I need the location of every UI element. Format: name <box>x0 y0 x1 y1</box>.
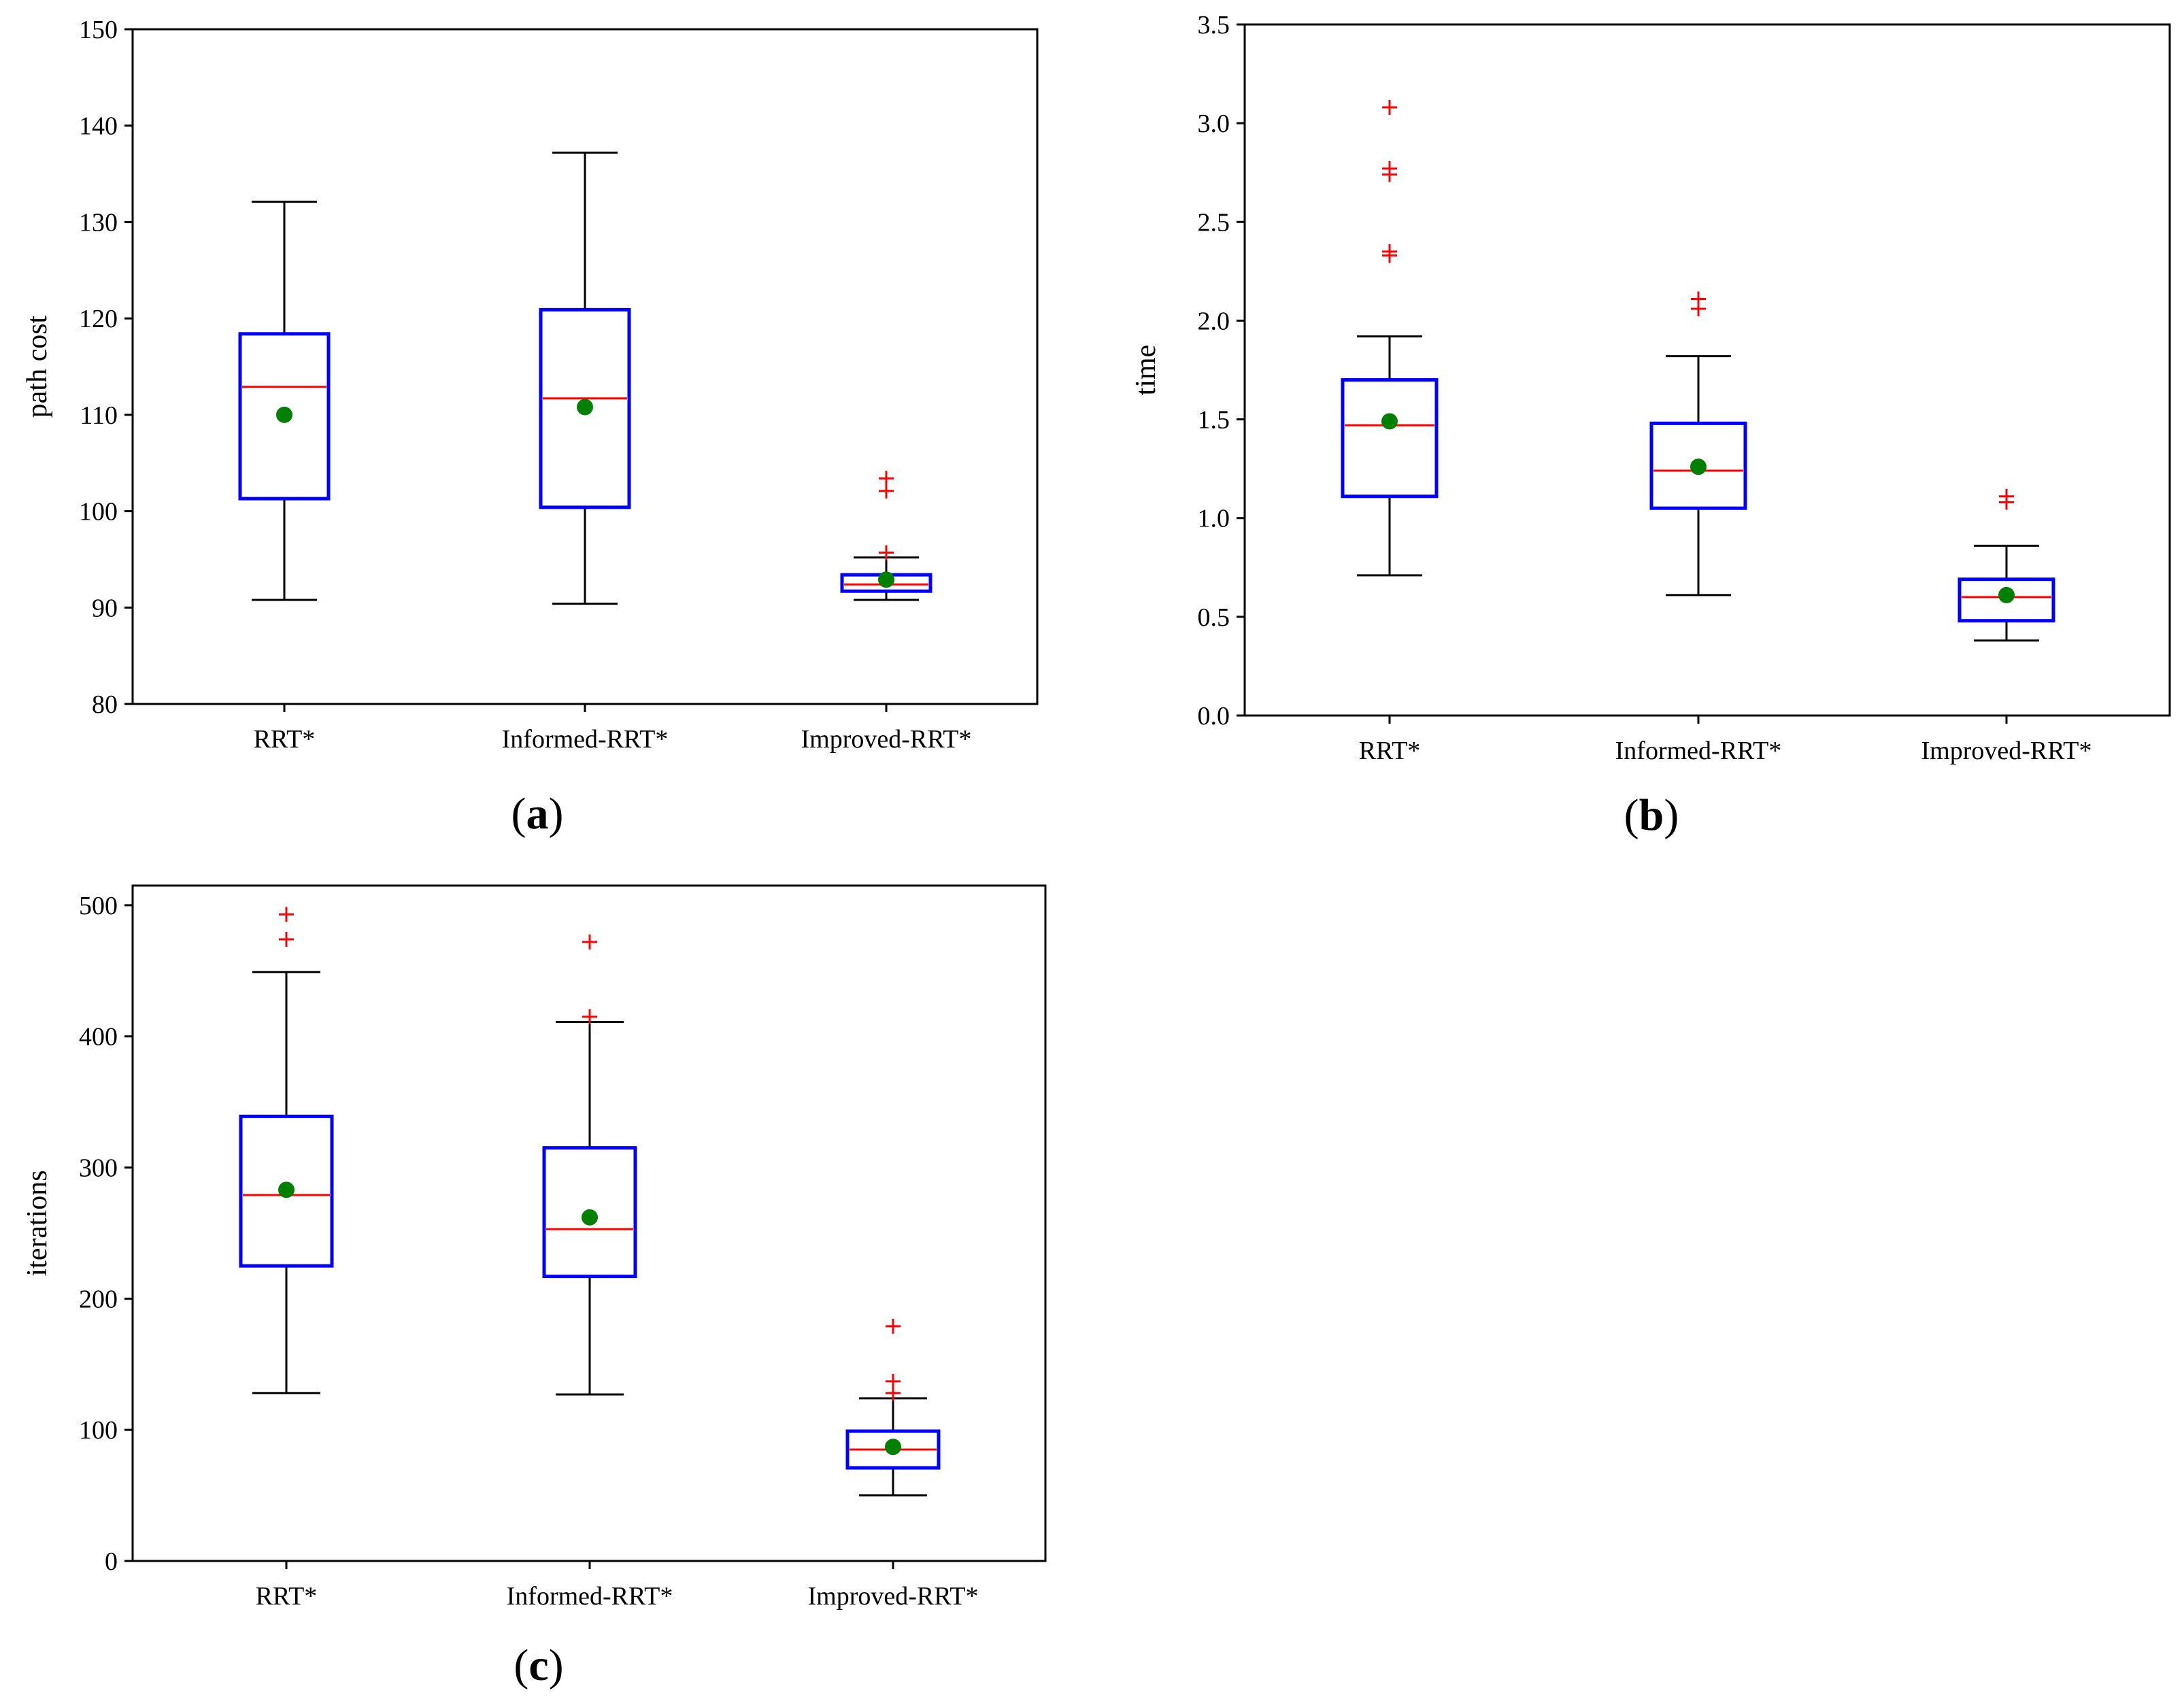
y-tick-label: 0.0 <box>1198 702 1230 730</box>
outlier-marker <box>1382 243 1397 259</box>
y-tick-label: 500 <box>79 892 118 920</box>
mean-marker <box>276 406 292 423</box>
x-tick-label: Informed-RRT* <box>507 1582 673 1611</box>
x-tick-label: RRT* <box>256 1582 318 1611</box>
y-tick-label: 130 <box>79 208 118 237</box>
y-tick-label: 0 <box>105 1547 118 1576</box>
x-tick-label: RRT* <box>1359 737 1421 765</box>
outlier-marker <box>1999 488 2014 504</box>
y-tick-label: 400 <box>79 1023 118 1052</box>
y-tick-label: 3.5 <box>1198 11 1230 39</box>
box-improved-rrt <box>840 471 933 601</box>
mean-marker <box>278 1181 295 1198</box>
outlier-marker <box>1382 99 1397 115</box>
panel-label: (a) <box>511 789 564 839</box>
y-tick-label: 110 <box>80 401 118 430</box>
y-axis-label: time <box>1130 345 1162 396</box>
y-tick-label: 120 <box>79 305 118 333</box>
plot-frame <box>1243 23 2171 717</box>
mean-marker <box>878 571 894 588</box>
x-tick-label: Improved-RRT* <box>807 1582 978 1611</box>
outlier-marker <box>886 1373 901 1389</box>
box-informed-rrt <box>539 151 631 605</box>
box-informed-rrt <box>1649 291 1747 597</box>
outlier-marker <box>1691 291 1706 307</box>
x-tick-label: Improved-RRT* <box>801 725 971 754</box>
y-tick-label: 140 <box>79 112 118 141</box>
iqr-box <box>238 332 331 501</box>
outlier-marker <box>1382 161 1397 176</box>
iqr-box <box>539 307 631 509</box>
mean-marker <box>582 1209 598 1226</box>
y-tick-label: 2.0 <box>1198 307 1230 335</box>
outlier-marker <box>879 545 894 560</box>
panel-label: (b) <box>1624 790 1679 840</box>
box-rrt <box>238 201 331 601</box>
iqr-box <box>1958 577 2055 623</box>
y-tick-label: 2.5 <box>1198 208 1230 237</box>
panel-a: 80 90 100 110 120 130 140 150 RRT* Informed-RRT* I… <box>22 16 1039 754</box>
y-tick-label: 3.0 <box>1198 110 1230 138</box>
iqr-box <box>1341 378 1439 499</box>
box-improved-rrt <box>1958 488 2055 642</box>
outlier-marker <box>279 907 294 922</box>
x-tick-label: RRT* <box>254 725 316 754</box>
box-improved-rrt <box>845 1318 941 1497</box>
y-tick-label: 0.5 <box>1198 603 1230 632</box>
x-tick-label: Improved-RRT* <box>1921 737 2091 765</box>
y-axis-label: iterations <box>22 1170 53 1276</box>
y-tick-label: 200 <box>79 1285 118 1313</box>
panel-b: 0.0 0.5 1.0 1.5 2.0 2.5 3.0 3.5 RRT* Informed-RRT… <box>1130 11 2171 765</box>
iqr-box <box>1649 421 1747 510</box>
x-tick-label: Informed-RRT* <box>1615 737 1782 765</box>
outlier-marker <box>879 483 894 499</box>
y-tick-label: 1.5 <box>1198 406 1230 435</box>
iqr-box <box>845 1429 941 1470</box>
y-tick-label: 300 <box>79 1154 118 1183</box>
iqr-box <box>542 1146 637 1279</box>
box-rrt <box>239 907 334 1394</box>
outlier-marker <box>582 1009 597 1024</box>
panel-c: 0 100 200 300 400 500 RRT* Informed-RRT* Improve… <box>22 884 1047 1611</box>
box-rrt <box>1341 99 1439 577</box>
outlier-marker <box>279 932 294 947</box>
mean-marker <box>885 1439 901 1456</box>
mean-marker <box>1381 413 1398 430</box>
mean-marker <box>1690 458 1707 475</box>
outlier-marker <box>886 1318 901 1334</box>
mean-marker <box>577 399 593 416</box>
iqr-box <box>239 1114 334 1268</box>
y-tick-label: 90 <box>92 594 118 622</box>
y-axis-label: path cost <box>22 315 53 418</box>
y-tick-label: 100 <box>79 498 118 526</box>
outlier-marker <box>879 471 894 486</box>
y-tick-label: 150 <box>79 16 118 44</box>
box-informed-rrt <box>542 934 637 1396</box>
y-tick-label: 1.0 <box>1198 505 1230 533</box>
x-tick-label: Informed-RRT* <box>502 725 669 754</box>
panel-label: (c) <box>514 1641 563 1690</box>
outlier-marker <box>582 934 597 950</box>
y-tick-label: 80 <box>92 690 118 719</box>
y-tick-label: 100 <box>79 1416 118 1445</box>
mean-marker <box>1998 586 2015 603</box>
